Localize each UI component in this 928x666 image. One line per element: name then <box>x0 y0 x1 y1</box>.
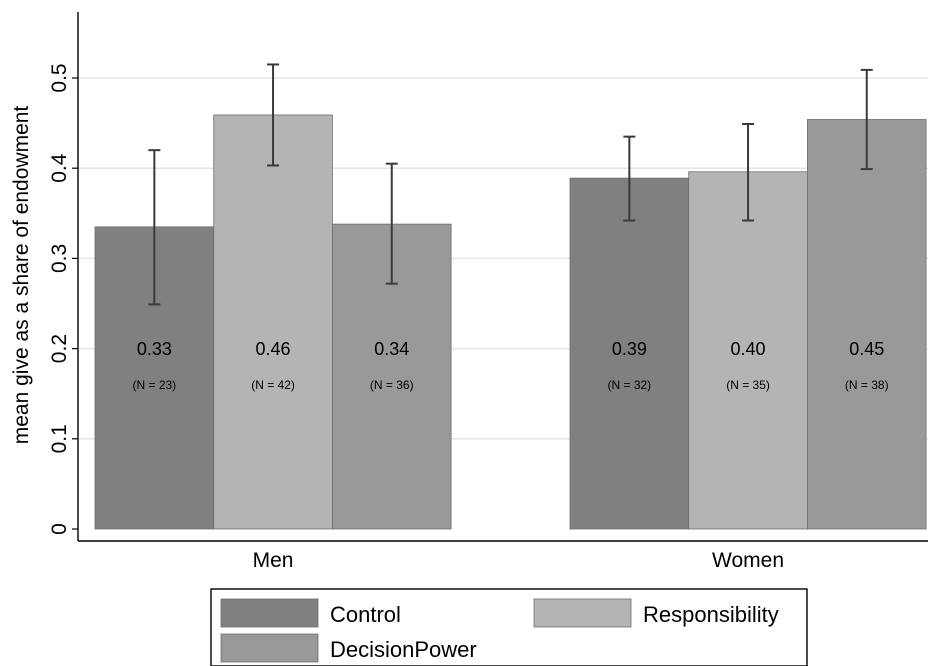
error-bars <box>148 63 873 306</box>
bar-n-label: (N = 42) <box>251 378 295 392</box>
axes: 0 0.1 0.2 0.3 0.4 0.5 Men Women <box>48 12 928 572</box>
y-tick-label: 0.2 <box>48 334 71 363</box>
bar-value-label: 0.46 <box>256 339 291 359</box>
bar <box>688 171 808 530</box>
bar <box>569 177 690 530</box>
legend-swatch <box>533 598 632 628</box>
bar-n-label: (N = 32) <box>608 378 652 392</box>
legend-label: Responsibility <box>643 602 779 627</box>
bar <box>807 119 927 530</box>
bar <box>213 114 333 530</box>
legend-swatch <box>220 598 319 628</box>
bars <box>94 114 927 530</box>
y-axis-label: mean give as a share of endowment <box>10 106 33 445</box>
bar-n-label: (N = 38) <box>845 378 889 392</box>
x-tick-label: Men <box>253 549 294 572</box>
legend-label: DecisionPower <box>330 637 477 662</box>
bar-n-label: (N = 36) <box>370 378 414 392</box>
bar-value-label: 0.34 <box>374 339 409 359</box>
x-tick-label: Women <box>712 549 784 572</box>
bar-n-label: (N = 23) <box>133 378 177 392</box>
bar-value-label: 0.45 <box>849 339 884 359</box>
bar-value-label: 0.33 <box>137 339 172 359</box>
legend-swatch <box>220 633 319 663</box>
y-tick-label: 0 <box>48 523 71 535</box>
y-tick-label: 0.1 <box>48 424 71 453</box>
bar-value-label: 0.39 <box>612 339 647 359</box>
bar-n-label: (N = 35) <box>726 378 770 392</box>
bar-value-label: 0.40 <box>731 339 766 359</box>
y-tick-label: 0.5 <box>48 63 71 92</box>
legend-label: Control <box>330 602 401 627</box>
legend: Control Responsibility DecisionPower <box>210 588 808 666</box>
y-tick-label: 0.3 <box>48 244 71 273</box>
data-labels: 0.33 (N = 23) 0.39 (N = 32) 0.46 (N = 42) 0.40… <box>133 339 889 392</box>
y-tick-label: 0.4 <box>48 153 71 183</box>
